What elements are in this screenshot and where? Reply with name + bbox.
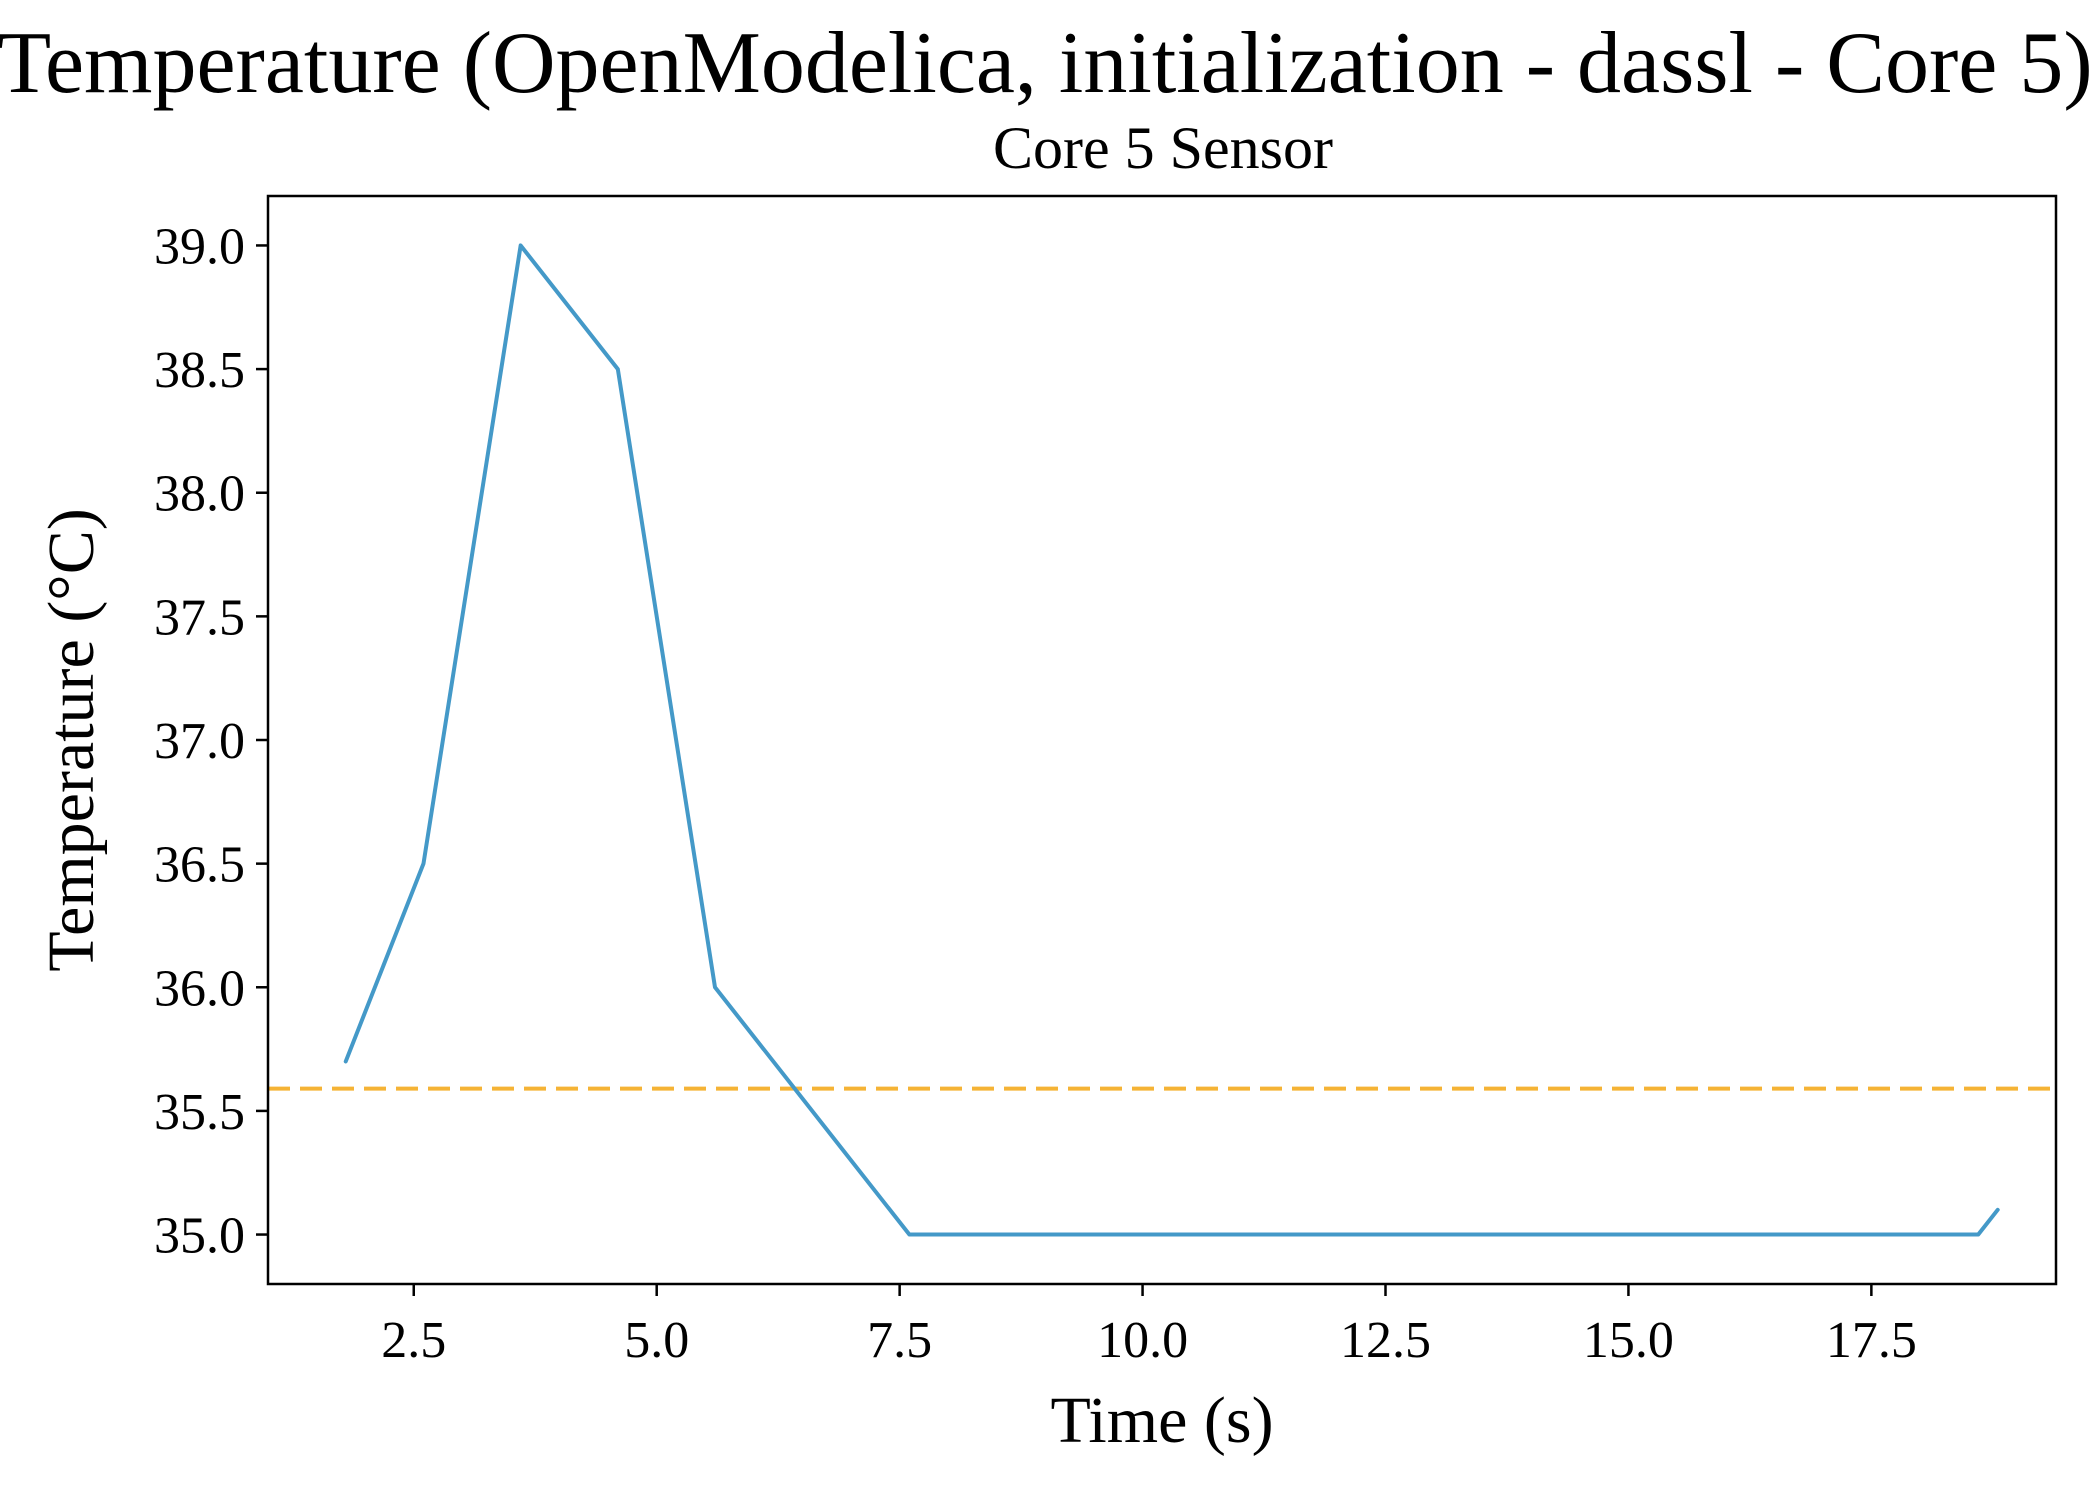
chart-suptitle: Temperature (OpenModelica, initializatio… xyxy=(0,15,2093,112)
y-tick-label-5: 37.5 xyxy=(154,589,245,646)
y-tick-label-4: 37.0 xyxy=(154,713,245,770)
y-axis-ticks: 35.0 35.5 36.0 36.5 37.0 37.5 38.0 38.5 39.0 xyxy=(154,218,268,1265)
plot-area xyxy=(268,243,2056,1237)
x-tick-label-6: 17.5 xyxy=(1826,1312,1917,1369)
y-axis-label: Temperature (°C) xyxy=(35,508,108,971)
y-tick-label-2: 36.0 xyxy=(154,960,245,1017)
x-tick-label-5: 15.0 xyxy=(1583,1312,1674,1369)
x-tick-label-0: 2.5 xyxy=(381,1312,446,1369)
x-tick-label-3: 10.0 xyxy=(1097,1312,1188,1369)
y-tick-label-0: 35.0 xyxy=(154,1208,245,1265)
series-line-0 xyxy=(343,243,2000,1237)
axes-frame xyxy=(266,194,2058,1286)
chart-title: Core 5 Sensor xyxy=(993,115,1333,181)
x-tick-label-4: 12.5 xyxy=(1340,1312,1431,1369)
y-tick-label-8: 39.0 xyxy=(154,218,245,275)
y-tick-label-6: 38.0 xyxy=(154,466,245,523)
x-axis-label: Time (s) xyxy=(1050,1384,1273,1457)
x-axis-ticks: 2.5 5.0 7.5 10.0 12.5 15.0 17.5 xyxy=(381,1284,1917,1369)
x-tick-label-1: 5.0 xyxy=(624,1312,689,1369)
y-tick-label-3: 36.5 xyxy=(154,837,245,894)
x-tick-label-2: 7.5 xyxy=(867,1312,932,1369)
y-tick-label-1: 35.5 xyxy=(154,1084,245,1141)
y-tick-label-7: 38.5 xyxy=(154,342,245,399)
